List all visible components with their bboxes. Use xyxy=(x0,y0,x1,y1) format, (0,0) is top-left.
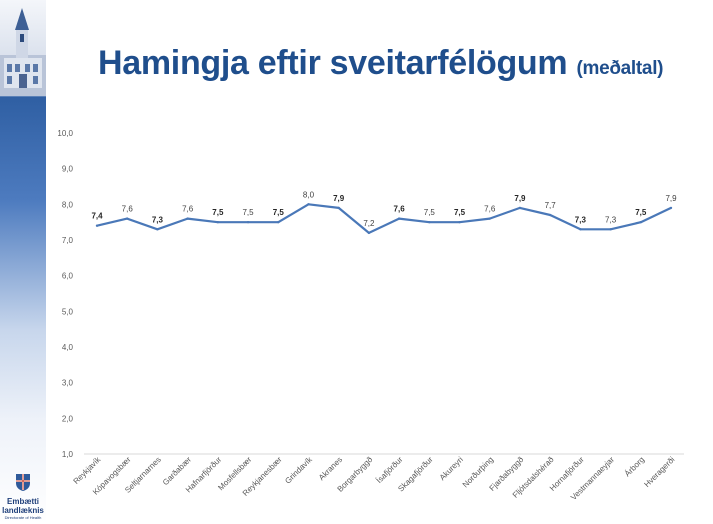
data-label: 7,6 xyxy=(182,205,194,214)
x-category-label: Ísafjörður xyxy=(375,455,405,485)
data-point xyxy=(126,217,129,220)
logo-line-1: Embætti xyxy=(7,497,39,506)
title-sub: (meðaltal) xyxy=(576,58,664,79)
building-photo xyxy=(0,0,46,96)
sidebar-band: Embætti landlæknis Directorate of Health xyxy=(0,0,46,524)
data-point xyxy=(428,220,431,224)
data-label: 7,5 xyxy=(212,208,224,217)
data-label: 7,3 xyxy=(605,215,617,224)
data-point xyxy=(579,228,582,231)
data-point xyxy=(337,206,340,210)
data-point xyxy=(488,217,491,220)
data-point xyxy=(277,220,280,224)
data-label: 7,5 xyxy=(454,208,466,217)
y-tick-label: 10,0 xyxy=(57,129,73,138)
data-label: 7,2 xyxy=(363,219,375,228)
y-tick-label: 8,0 xyxy=(62,200,74,209)
data-label: 7,5 xyxy=(635,208,647,217)
x-category-label: Akranes xyxy=(317,455,344,482)
data-point xyxy=(156,228,159,231)
slide-title: Hamingja eftir sveitarfélögum (meðaltal) xyxy=(98,44,664,83)
y-tick-label: 7,0 xyxy=(62,236,74,245)
logo-line-2: landlæknis xyxy=(2,506,44,515)
y-tick-label: 5,0 xyxy=(62,307,74,316)
data-point xyxy=(609,228,612,231)
data-point xyxy=(397,217,401,220)
data-label: 7,7 xyxy=(545,201,557,210)
data-label: 7,9 xyxy=(665,194,677,203)
data-point xyxy=(639,220,642,224)
data-point xyxy=(518,206,522,210)
data-label: 7,4 xyxy=(91,212,103,221)
data-point xyxy=(186,217,189,220)
data-point xyxy=(367,231,371,235)
data-label: 7,3 xyxy=(152,215,164,224)
data-point xyxy=(669,206,673,210)
logo-line-3: Directorate of Health xyxy=(4,515,42,520)
y-tick-label: 9,0 xyxy=(62,165,74,174)
data-point xyxy=(246,220,250,224)
data-label: 7,5 xyxy=(242,208,254,217)
data-label: 7,6 xyxy=(122,205,134,214)
embaetti-landlaeknis-logo: Embætti landlæknis Directorate of Health xyxy=(0,472,46,520)
data-point xyxy=(458,220,461,224)
y-tick-label: 6,0 xyxy=(62,272,74,281)
coat-of-arms-icon xyxy=(16,474,30,491)
data-label: 7,9 xyxy=(514,194,526,203)
data-label: 7,9 xyxy=(333,194,345,203)
data-label: 8,0 xyxy=(303,190,315,199)
y-tick-label: 2,0 xyxy=(62,414,74,423)
data-point xyxy=(548,213,552,217)
title-main: Hamingja eftir sveitarfélögum xyxy=(98,44,568,82)
data-label: 7,5 xyxy=(424,208,436,217)
x-category-label: Reykjavík xyxy=(72,454,104,486)
x-category-label: Akureyri xyxy=(438,455,465,482)
data-label: 7,3 xyxy=(575,215,587,224)
series-line xyxy=(96,203,672,234)
data-label: 7,6 xyxy=(394,205,406,214)
x-category-label: Grindavík xyxy=(283,454,314,485)
data-point xyxy=(95,224,99,227)
x-category-label: Hveragerði xyxy=(642,455,676,489)
data-label: 7,5 xyxy=(273,208,285,217)
data-point xyxy=(307,203,310,206)
data-label: 7,6 xyxy=(484,205,496,214)
y-tick-label: 4,0 xyxy=(62,343,74,352)
x-category-label: Árborg xyxy=(623,455,646,478)
data-point xyxy=(216,220,220,224)
y-tick-label: 3,0 xyxy=(62,379,74,388)
y-tick-label: 1,0 xyxy=(62,450,74,459)
